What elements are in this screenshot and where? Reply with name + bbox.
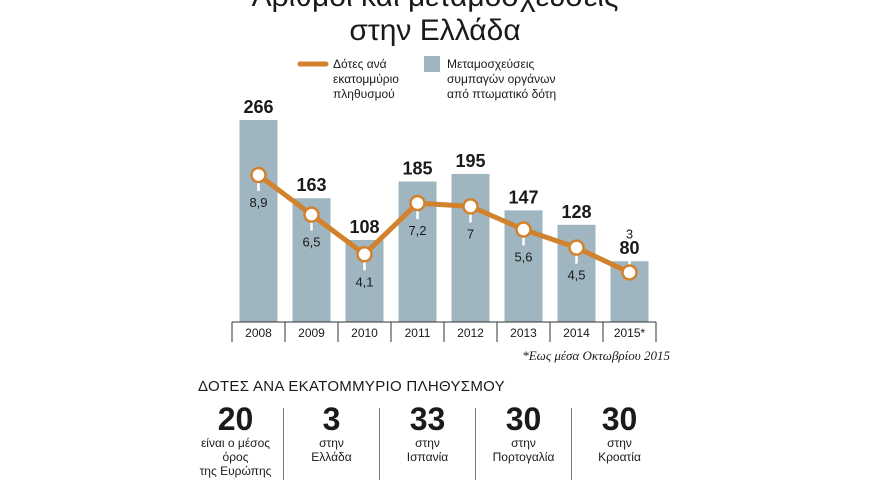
chart-title-line-1: Αριθμοί και μεταμοσχεύσεις [0, 0, 870, 14]
bar-value-label: 147 [508, 187, 538, 207]
donor-point [303, 206, 320, 223]
bar-2012 [451, 173, 490, 322]
stat-separator [571, 408, 572, 480]
x-tick-label: 2015* [614, 326, 646, 340]
x-tick-label: 2013 [510, 326, 537, 340]
stat-value: 33 [409, 401, 446, 437]
x-tick-label: 2009 [298, 326, 325, 340]
bar-value-label: 163 [296, 175, 326, 195]
stat-value: 30 [601, 401, 638, 437]
x-axis: 2008 2009 2010 2011 2012 2013 2014 2015* [231, 321, 657, 342]
donor-value-label: 4,1 [355, 274, 373, 289]
footnote: *Εως μέσα Οκτωβρίου 2015 [522, 348, 670, 363]
x-tick-label: 2008 [245, 326, 272, 340]
stat-caption: είναι ο μέσος όρος της Ευρώπης [199, 436, 272, 478]
stat-value: 30 [505, 401, 542, 437]
stat-caption: στην Ισπανία [406, 436, 449, 464]
legend-bar-swatch [424, 56, 440, 72]
bar-value-label: 108 [349, 217, 379, 237]
donor-value-label: 6,5 [302, 235, 320, 250]
stat-separator [283, 408, 284, 480]
x-tick-label: 2010 [351, 326, 378, 340]
stat-value: 20 [217, 401, 254, 437]
donor-point [462, 198, 479, 215]
stat-item: 20 είναι ο μέσος όρος της Ευρώπης [188, 402, 283, 478]
bar-value-label: 266 [243, 97, 273, 117]
donor-point [409, 194, 426, 212]
donor-point [515, 221, 532, 238]
x-tick-label: 2011 [405, 326, 431, 340]
stat-separator [379, 408, 380, 480]
stat-item: 3 στην Ελλάδα [284, 402, 379, 464]
stats-heading: ΔΟΤΕΣ ΑΝΑ ΕΚΑΤΟΜΜΥΡΙΟ ΠΛΗΘΥΣΜΟΥ [198, 378, 505, 395]
donor-point [356, 246, 373, 263]
donor-value-label: 4,5 [567, 268, 585, 283]
legend-line-label: Δότες ανά εκατομμύριο πληθυσμού [333, 57, 399, 101]
donor-point [568, 239, 585, 256]
stat-value: 3 [322, 401, 341, 437]
transplant-combo-chart: Δότες ανά εκατομμύριο πληθυσμού Μεταμοσχεύσ… [231, 56, 657, 342]
donors-line [257, 172, 631, 275]
chart-title-line-2: στην Ελλάδα [349, 14, 521, 47]
bar-value-label: 195 [455, 151, 485, 171]
donor-value-label: 3 [626, 226, 633, 241]
donor-value-label: 7 [467, 226, 474, 241]
donor-value-label: 5,6 [514, 250, 532, 265]
stat-separator [475, 408, 476, 480]
stat-item: 30 στην Πορτογαλία [476, 402, 571, 464]
stat-item: 30 στην Κροατία [572, 402, 667, 464]
donor-point [621, 264, 638, 281]
x-tick-label: 2012 [457, 326, 484, 340]
chart-title: Αριθμοί και μεταμοσχεύσεις στην Ελλάδα [0, 0, 870, 48]
bar-value-label: 185 [402, 159, 432, 179]
donor-value-label: 8,9 [249, 195, 267, 210]
legend: Δότες ανά εκατομμύριο πληθυσμού Μεταμοσχεύσ… [297, 56, 556, 101]
legend-bar-label: Μεταμοσχεύσεις συμπαγών οργάνων από πτωματ… [447, 57, 556, 101]
stat-item: 33 στην Ισπανία [380, 402, 475, 464]
bar-value-label: 128 [561, 202, 591, 222]
stat-caption: στην Ελλάδα [311, 436, 352, 464]
donors-line-group: 8,9 6,5 4,1 7,2 7 5,6 4,5 3 [249, 166, 638, 289]
donor-point [250, 166, 267, 184]
stat-caption: στην Πορτογαλία [492, 436, 555, 464]
x-tick-label: 2014 [563, 326, 590, 340]
donor-value-label: 7,2 [408, 223, 426, 238]
bar-value-label: 80 [619, 238, 639, 258]
stat-caption: στην Κροατία [598, 436, 641, 464]
bar-2008 [239, 120, 278, 322]
